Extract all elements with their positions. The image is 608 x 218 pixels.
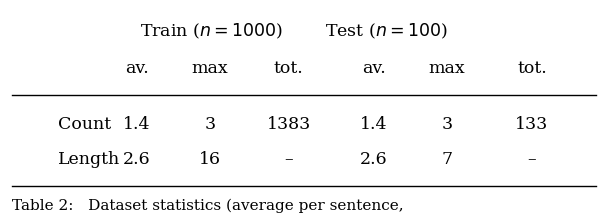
Text: max: max <box>192 60 228 77</box>
Text: –: – <box>285 151 293 168</box>
Text: 3: 3 <box>441 116 452 133</box>
Text: Table 2:   Dataset statistics (average per sentence,: Table 2: Dataset statistics (average per… <box>12 199 404 213</box>
Text: 7: 7 <box>441 151 452 168</box>
Text: 1383: 1383 <box>267 116 311 133</box>
Text: tot.: tot. <box>517 60 547 77</box>
Text: 2.6: 2.6 <box>360 151 388 168</box>
Text: 16: 16 <box>199 151 221 168</box>
Text: 3: 3 <box>204 116 215 133</box>
Text: Train ($n = 1000$): Train ($n = 1000$) <box>140 22 283 41</box>
Text: Length: Length <box>58 151 120 168</box>
Text: 1.4: 1.4 <box>123 116 151 133</box>
Text: –: – <box>528 151 536 168</box>
Text: 2.6: 2.6 <box>123 151 151 168</box>
Text: max: max <box>429 60 465 77</box>
Text: Test ($n = 100$): Test ($n = 100$) <box>325 22 448 41</box>
Text: 1.4: 1.4 <box>360 116 388 133</box>
Text: av.: av. <box>125 60 149 77</box>
Text: av.: av. <box>362 60 386 77</box>
Text: Count: Count <box>58 116 111 133</box>
Text: 133: 133 <box>516 116 548 133</box>
Text: tot.: tot. <box>274 60 303 77</box>
